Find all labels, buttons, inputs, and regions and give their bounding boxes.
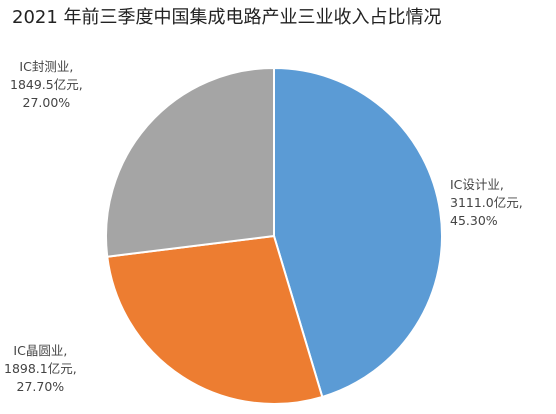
slice-label-design-percent: 45.30% [450, 213, 498, 228]
slice-label-packaging-name: IC封测业, [19, 59, 74, 74]
chart-title: 2021 年前三季度中国集成电路产业三业收入占比情况 [12, 7, 442, 28]
slice-label-wafer-value: 1898.1亿元, [4, 361, 77, 376]
slice-label-design: IC设计业, 3111.0亿元, 45.30% [450, 176, 523, 230]
slice-label-design-name: IC设计业, [450, 177, 504, 192]
pie-slice-packaging [105, 66, 275, 258]
slice-label-packaging: IC封测业, 1849.5亿元, 27.00% [10, 58, 83, 112]
pie-slice-wafer [106, 234, 324, 405]
slice-label-wafer-name: IC晶圆业, [13, 343, 68, 358]
slice-label-packaging-value: 1849.5亿元, [10, 77, 83, 92]
slice-label-packaging-percent: 27.00% [22, 95, 71, 110]
slice-label-wafer-percent: 27.70% [16, 379, 65, 394]
pie-slice-design [273, 66, 443, 399]
slice-label-design-value: 3111.0亿元, [450, 195, 523, 210]
slice-label-wafer: IC晶圆业, 1898.1亿元, 27.70% [4, 342, 77, 396]
